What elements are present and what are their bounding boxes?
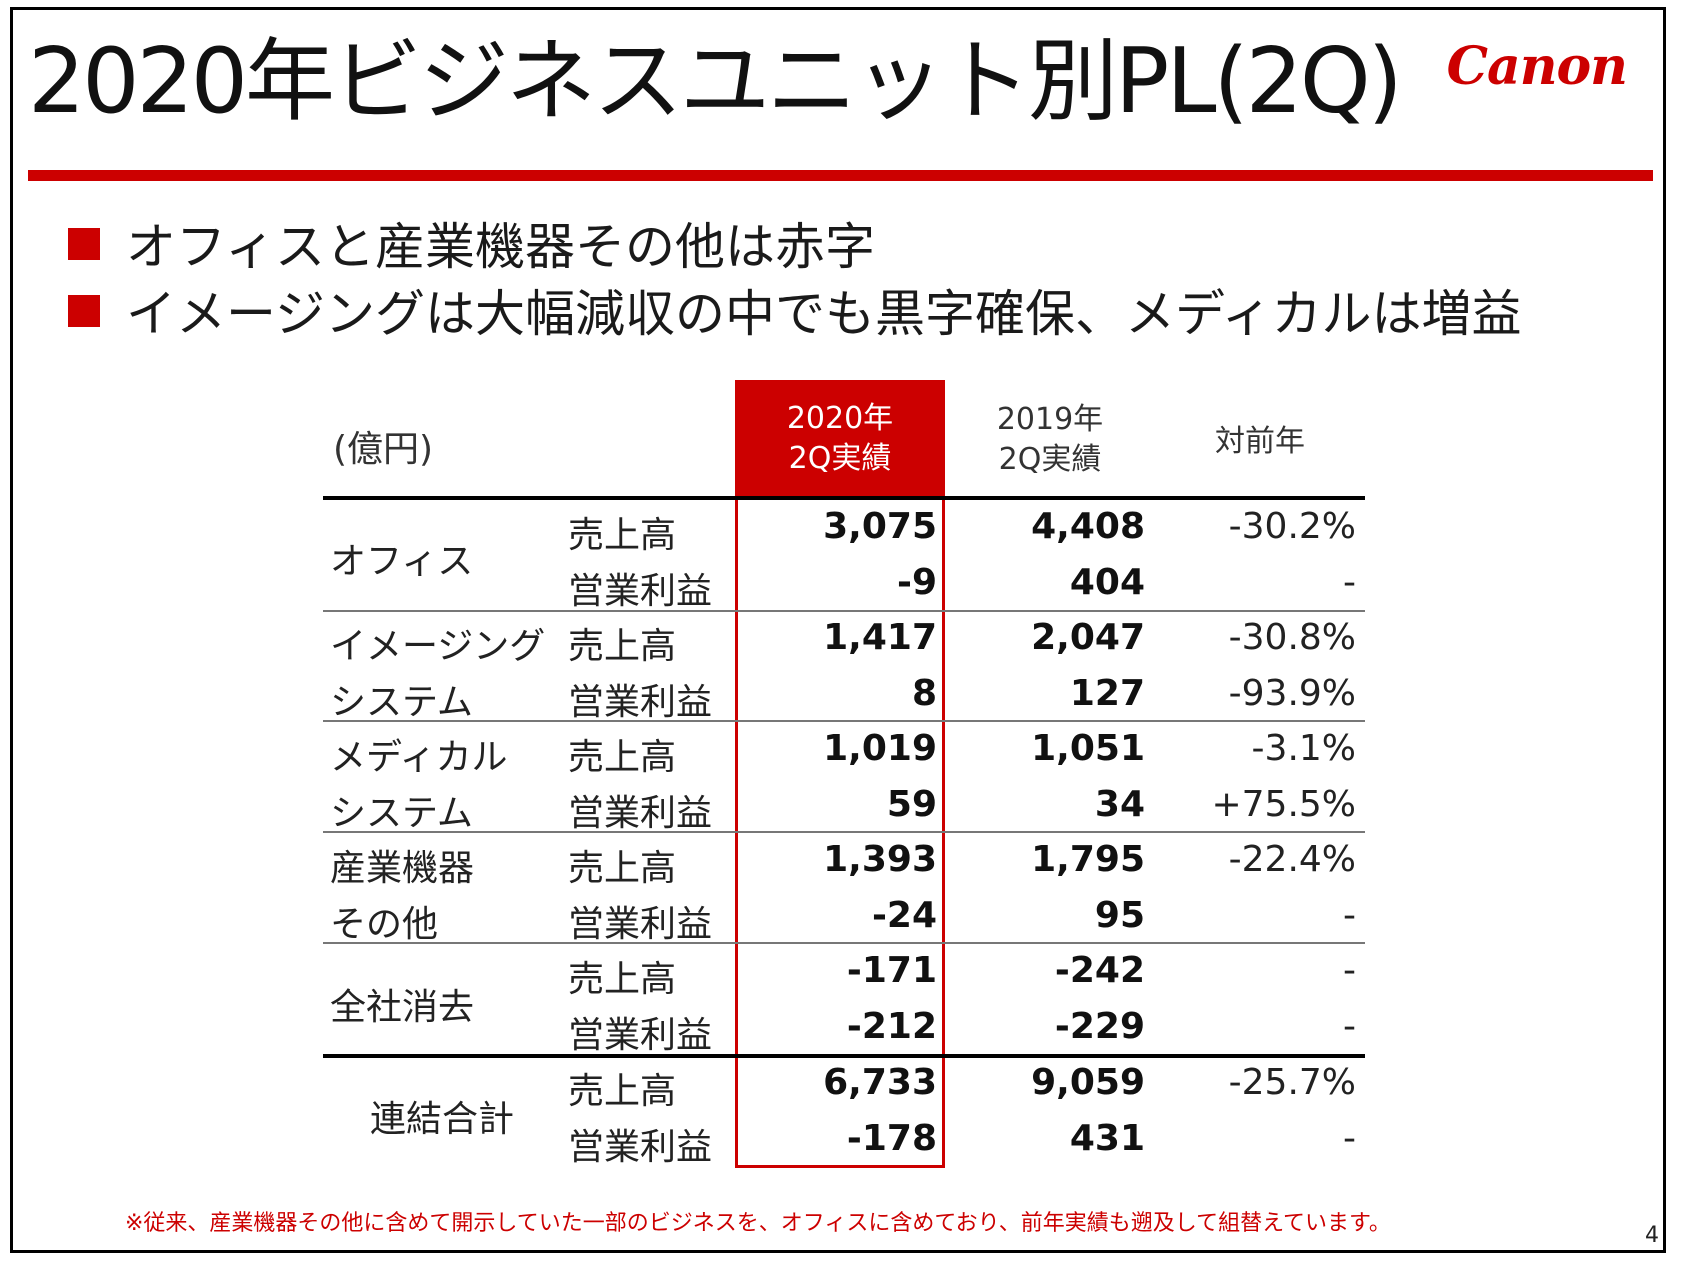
yoy-value: - <box>1343 950 1356 991</box>
yoy-header: 対前年 <box>1215 424 1305 459</box>
metric-label: 営業利益 <box>568 1015 713 1056</box>
prior-value: 4,408 <box>1031 506 1145 547</box>
segment-medical-line1: メディカル <box>330 737 508 778</box>
yoy-value: -30.8% <box>1228 617 1356 658</box>
prior-value: 1,051 <box>1031 728 1145 769</box>
prior-header-line2: 2Q実績 <box>998 442 1102 477</box>
segment-imaging-line2: システム <box>330 682 473 723</box>
metric-label: 売上高 <box>568 515 677 556</box>
metric-label: 営業利益 <box>568 793 713 834</box>
current-value: -9 <box>897 562 937 603</box>
metric-label: 売上高 <box>568 737 677 778</box>
current-value: -24 <box>871 895 937 936</box>
canon-logo: Canon <box>1446 36 1628 97</box>
current-value: 6,733 <box>823 1062 937 1103</box>
metric-label: 営業利益 <box>568 1127 713 1168</box>
bullet-1: オフィスと産業機器その他は赤字 <box>68 214 875 280</box>
title-rule <box>28 170 1653 181</box>
bullet-2: イメージングは大幅減収の中でも黒字確保、メディカルは増益 <box>68 281 1522 347</box>
current-header-line1: 2020年 <box>786 401 894 436</box>
current-value: -171 <box>846 950 937 991</box>
unit-label: (億円) <box>333 429 434 470</box>
current-value: 1,417 <box>823 617 937 658</box>
segment-imaging-line1: イメージング <box>330 626 546 667</box>
row-divider <box>323 831 1365 833</box>
metric-label: 売上高 <box>568 848 677 889</box>
segment-consolidated: 連結合計 <box>370 1099 515 1140</box>
table-header-rule <box>323 496 1365 500</box>
bullet-2-text: イメージングは大幅減収の中でも黒字確保、メディカルは増益 <box>126 285 1522 343</box>
slide-title: 2020年ビジネスユニット別PL(2Q) <box>28 29 1403 134</box>
metric-label: 売上高 <box>568 1071 677 1112</box>
metric-label: 営業利益 <box>568 904 713 945</box>
row-divider <box>323 610 1365 612</box>
prior-value: 431 <box>1069 1118 1145 1159</box>
metric-label: 営業利益 <box>568 571 713 612</box>
current-value: 1,393 <box>823 839 937 880</box>
slide-frame <box>10 7 1666 1253</box>
current-value: 1,019 <box>823 728 937 769</box>
prior-value: -242 <box>1054 950 1145 991</box>
prior-value: 2,047 <box>1031 617 1145 658</box>
prior-value: 1,795 <box>1031 839 1145 880</box>
prior-header-line1: 2019年 <box>996 402 1104 437</box>
current-value: -212 <box>846 1006 937 1047</box>
current-value: 3,075 <box>823 506 937 547</box>
yoy-value: -93.9% <box>1228 673 1356 714</box>
current-value: -178 <box>846 1118 937 1159</box>
yoy-value: +75.5% <box>1211 784 1356 825</box>
prior-value: 404 <box>1069 562 1145 603</box>
segment-industrial-line2: その他 <box>330 904 439 945</box>
yoy-value: -25.7% <box>1228 1062 1356 1103</box>
bullet-1-text: オフィスと産業機器その他は赤字 <box>126 218 875 276</box>
metric-label: 売上高 <box>568 626 677 667</box>
current-value: 59 <box>886 784 937 825</box>
metric-label: 営業利益 <box>568 682 713 723</box>
prior-period-header: 2019年 2Q実績 <box>955 400 1145 480</box>
segment-office: オフィス <box>330 541 474 582</box>
square-bullet-icon <box>68 295 100 327</box>
square-bullet-icon <box>68 228 100 260</box>
footnote: ※従来、産業機器その他に含めて開示していた一部のビジネスを、オフィスに含めており… <box>125 1211 1391 1236</box>
prior-value: 9,059 <box>1031 1062 1145 1103</box>
prior-value: 34 <box>1094 784 1145 825</box>
page-number: 4 <box>1645 1223 1659 1248</box>
current-period-header: 2020年 2Q実績 <box>735 380 945 498</box>
total-rule <box>323 1054 1365 1058</box>
segment-medical-line2: システム <box>330 793 473 834</box>
yoy-value: -22.4% <box>1228 839 1356 880</box>
metric-label: 売上高 <box>568 959 677 1000</box>
yoy-value: - <box>1343 1118 1356 1159</box>
row-divider <box>323 942 1365 944</box>
yoy-value: -3.1% <box>1251 728 1356 769</box>
prior-value: 127 <box>1069 673 1145 714</box>
row-divider <box>323 720 1365 722</box>
yoy-value: -30.2% <box>1228 506 1356 547</box>
yoy-value: - <box>1343 1006 1356 1047</box>
current-value: 8 <box>911 673 937 714</box>
yoy-value: - <box>1343 895 1356 936</box>
prior-value: 95 <box>1094 895 1145 936</box>
segment-industrial-line1: 産業機器 <box>330 848 475 889</box>
current-header-line2: 2Q実績 <box>788 441 892 476</box>
yoy-value: - <box>1343 562 1356 603</box>
segment-eliminations: 全社消去 <box>330 987 475 1028</box>
prior-value: -229 <box>1054 1006 1145 1047</box>
